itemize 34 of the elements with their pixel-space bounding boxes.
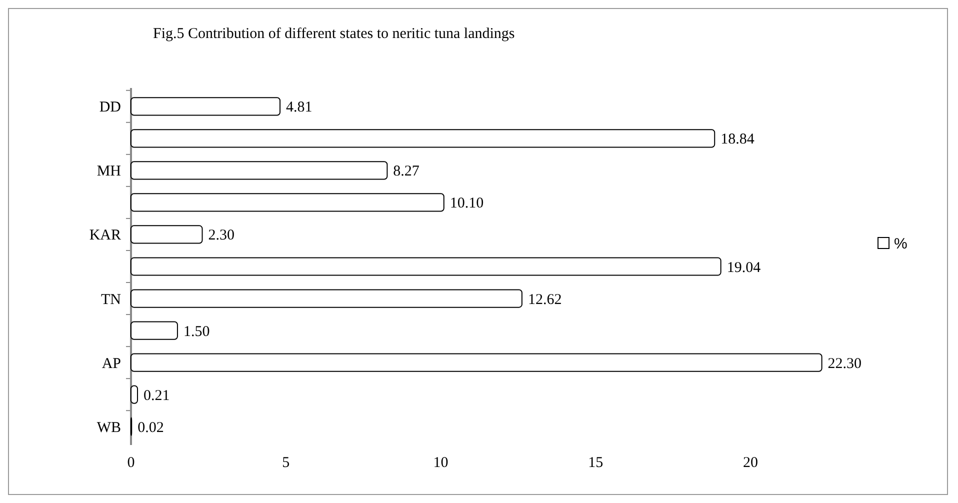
- x-tick-label: 20: [743, 455, 758, 471]
- data-label: 18.84: [720, 132, 755, 148]
- x-tick-label: 10: [433, 455, 448, 471]
- y-tick-label: DD: [99, 100, 122, 116]
- data-label: 19.04: [726, 260, 762, 276]
- y-tick-label: AP: [102, 356, 121, 372]
- bar: [130, 385, 138, 404]
- chart-title: Fig.5 Contribution of different states to neritic tuna landings: [153, 26, 515, 42]
- data-label: 12.62: [528, 292, 562, 308]
- bar: [130, 225, 203, 244]
- bar: [130, 321, 178, 340]
- y-tick-label: WB: [96, 420, 121, 436]
- bar: [130, 129, 716, 148]
- bar: [130, 257, 722, 276]
- y-tick-label: KAR: [89, 228, 121, 244]
- bar: [130, 353, 822, 372]
- data-label: 22.30: [828, 356, 862, 372]
- legend-label: %: [894, 235, 908, 252]
- data-label: 8.27: [393, 164, 420, 180]
- data-label: 2.30: [208, 228, 234, 244]
- data-label: 1.50: [183, 324, 210, 340]
- x-tick-label: 5: [282, 455, 290, 471]
- bar: [130, 97, 281, 116]
- y-tick-label: MH: [96, 164, 122, 180]
- bar: [130, 289, 522, 308]
- data-label: 0.21: [144, 388, 170, 404]
- x-tick-label: 15: [588, 455, 604, 471]
- data-label: 4.81: [286, 100, 312, 116]
- bar: [130, 193, 444, 212]
- data-label: 10.10: [450, 196, 484, 212]
- bar: [130, 161, 388, 180]
- data-label: 0.02: [138, 420, 164, 436]
- y-tick-label: TN: [101, 292, 122, 308]
- x-tick-label: 0: [127, 455, 135, 471]
